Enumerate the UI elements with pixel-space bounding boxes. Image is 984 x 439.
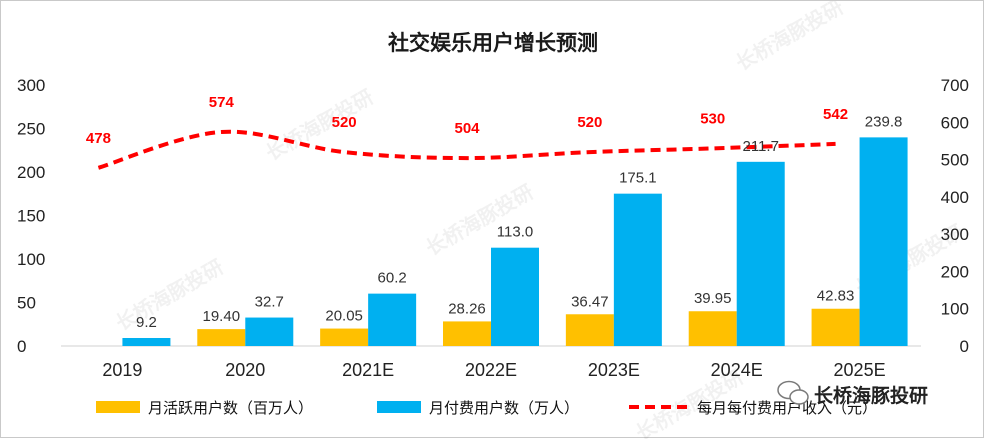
right-axis-tick: 600 [941, 113, 969, 132]
data-label-paying-users: 113.0 [497, 224, 533, 241]
data-label-active-users: 36.47 [571, 293, 609, 310]
bar-paying-users [736, 161, 785, 346]
bar-paying-users [368, 293, 417, 346]
data-label-paying-users: 211.7 [742, 138, 778, 155]
left-axis-tick: 300 [17, 76, 45, 95]
wechat-icon [777, 380, 809, 405]
data-label-active-users: 20.05 [325, 308, 363, 325]
legend-label-paying-users: 月付费用户数（万人） [429, 399, 579, 417]
legend-swatch-active-users [96, 401, 140, 413]
bar-active-users [688, 311, 737, 346]
data-label-revenue: 530 [700, 110, 725, 127]
bar-active-users [565, 314, 614, 346]
data-label-revenue: 520 [332, 114, 357, 131]
watermark-text: 长桥海豚投研 [262, 85, 378, 166]
brand-logo: 长桥海豚投研 [777, 380, 928, 407]
data-label-paying-users: 239.8 [865, 113, 903, 130]
brand-logo-text: 长桥海豚投研 [814, 384, 928, 407]
data-label-paying-users: 175.1 [619, 170, 657, 187]
data-label-paying-users: 9.2 [136, 314, 157, 331]
bars [122, 137, 908, 346]
bar-paying-users [122, 337, 171, 346]
data-label-revenue: 504 [454, 120, 480, 137]
revenue-line-path [97, 129, 836, 170]
data-label-active-users: 42.83 [817, 288, 855, 305]
right-axis-tick: 100 [941, 300, 969, 319]
bar-active-users [811, 308, 860, 346]
x-axis-tick: 2019 [102, 360, 142, 380]
x-axis-tick: 2023E [588, 360, 640, 380]
data-label-active-users: 39.95 [694, 290, 732, 307]
data-label-active-users: 28.26 [448, 300, 486, 317]
data-label-revenue: 520 [577, 114, 602, 131]
data-label-revenue: 574 [209, 94, 235, 111]
bar-paying-users [613, 193, 662, 346]
left-axis: 0 50 100 150 200 250 300 [17, 76, 45, 356]
left-axis-tick: 50 [17, 294, 36, 313]
right-axis-tick: 400 [941, 188, 969, 207]
bar-paying-users [245, 317, 294, 346]
right-axis-tick: 300 [941, 225, 969, 244]
data-label-paying-users: 60.2 [378, 270, 407, 287]
left-axis-tick: 0 [17, 337, 26, 356]
right-axis-tick: 700 [941, 76, 969, 95]
bar-paying-users [491, 247, 539, 346]
bar-active-users [443, 321, 491, 346]
legend-label-revenue: 每月每付费用户收入（元） [697, 399, 877, 417]
x-axis-tick: 2021E [342, 360, 394, 380]
data-label-revenue: 478 [86, 130, 111, 147]
data-label-paying-users: 32.7 [255, 294, 284, 311]
x-axis: 2019 2020 2021E 2022E 2023E 2024E 2025E [61, 345, 921, 380]
left-axis-tick: 150 [17, 207, 45, 226]
right-axis-tick: 0 [960, 337, 969, 356]
right-axis-tick: 500 [941, 151, 969, 170]
revenue-line [97, 129, 836, 170]
right-axis-tick: 200 [941, 262, 969, 281]
data-labels: 9.2 19.40 32.7 20.05 60.2 28.26 113.0 36.47 175.… [86, 94, 902, 331]
x-axis-tick: 2022E [465, 360, 517, 380]
watermark-text: 长桥海豚投研 [732, 1, 848, 75]
data-label-revenue: 542 [823, 106, 848, 123]
wechat-icon-bubble-front [789, 389, 809, 405]
left-axis-tick: 250 [17, 120, 45, 139]
bar-paying-users [859, 137, 908, 346]
right-axis: 0 100 200 300 400 500 600 700 [941, 76, 969, 356]
bar-active-users [197, 329, 246, 346]
x-axis-tick: 2024E [711, 360, 763, 380]
chart-title: 社交娱乐用户增长预测 [387, 31, 598, 55]
data-label-active-users: 19.40 [203, 308, 241, 325]
legend: 月活跃用户数（百万人） 月付费用户数（万人） 每月每付费用户收入（元） [96, 399, 877, 417]
x-axis-tick: 2020 [225, 360, 265, 380]
left-axis-tick: 200 [17, 163, 45, 182]
legend-swatch-paying-users [377, 401, 421, 413]
left-axis-tick: 100 [17, 250, 45, 269]
x-axis-tick: 2025E [834, 360, 886, 380]
legend-label-active-users: 月活跃用户数（百万人） [148, 399, 313, 417]
bar-active-users [320, 328, 369, 346]
